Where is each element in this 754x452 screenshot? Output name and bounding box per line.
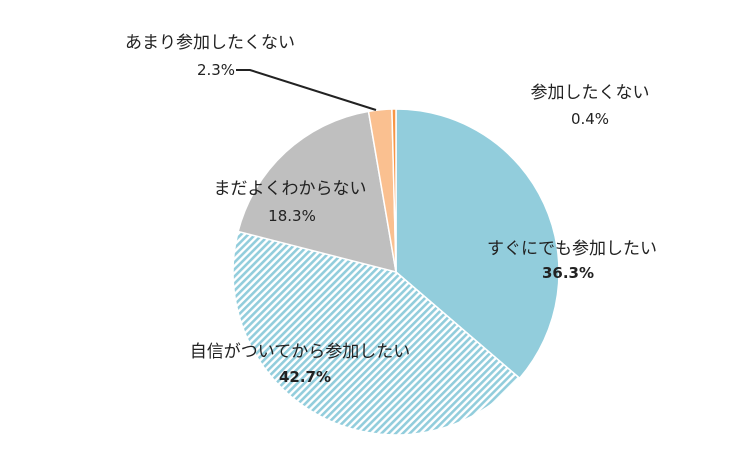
slice-label-immediately: すぐにでも参加したい [487,239,657,259]
slice-label-after-confidence: 自信がついてから参加したい [190,342,411,362]
slice-value-not-sure: 18.3% [268,207,316,225]
slice-do-not-want [391,108,397,273]
slice-value-after-confidence: 42.7% [279,368,331,386]
slice-value-immediately: 36.3% [542,264,594,282]
pie-slices [232,108,560,436]
slice-after-confidence [232,230,521,436]
slice-not-sure [237,110,397,274]
slice-value-do-not-want: 0.4% [571,110,609,128]
slice-label-do-not-want: 参加したくない [531,83,650,103]
slice-immediately [395,108,560,380]
slice-label-not-sure: まだよくわからない [214,179,367,199]
slice-label-not-really: あまり参加したくない [125,33,295,53]
slice-value-not-really: 2.3% [197,61,235,79]
leader-lines [236,69,377,111]
leader-line-not-really [236,69,377,111]
